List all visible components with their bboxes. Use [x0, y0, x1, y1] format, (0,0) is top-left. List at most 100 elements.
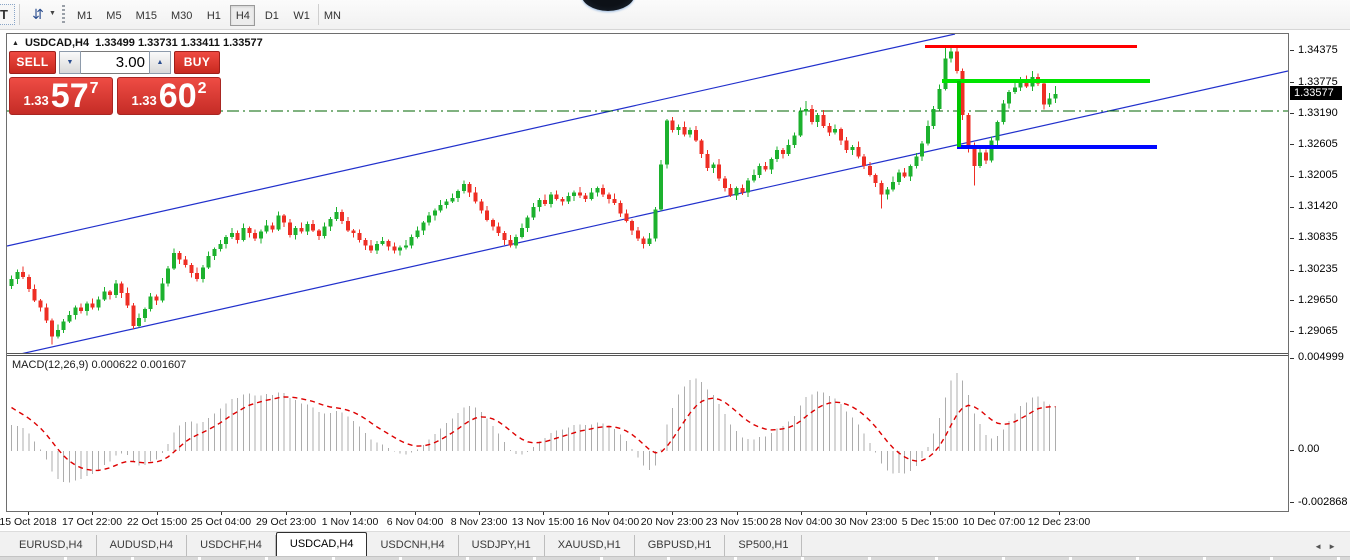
buy-price-pip: 2 [197, 80, 207, 97]
macd-indicator-canvas[interactable] [7, 356, 1288, 511]
symbol-tab-usdchf-h4[interactable]: USDCHF,H4 [187, 535, 276, 556]
window-bottom-strip [0, 556, 1350, 560]
timeframe-button-m15[interactable]: M15 [135, 9, 157, 22]
symbol-tab-eurusd-h4[interactable]: EURUSD,H4 [6, 535, 97, 556]
price-tick-label: 1.33190 [1298, 106, 1338, 119]
timeframe-button-m30[interactable]: M30 [170, 9, 193, 22]
axis-tick-mark [1290, 300, 1294, 301]
time-tick-label: 23 Nov 15:00 [705, 516, 769, 528]
webcam-overlay-circle [581, 0, 635, 11]
time-tick-label: 10 Dec 07:00 [962, 516, 1026, 528]
buy-button[interactable]: BUY [174, 51, 220, 74]
timeframe-button-mn[interactable]: MN [323, 9, 341, 22]
axis-tick-mark [1290, 358, 1294, 359]
symbol-tab-sp500-h1[interactable]: SP500,H1 [725, 535, 803, 556]
time-tick-mark [350, 512, 351, 515]
tab-scroll-arrows[interactable]: ◄► [1314, 542, 1342, 551]
axis-tick-mark [1290, 50, 1294, 51]
timeframe-button-h1[interactable]: H1 [206, 9, 221, 22]
timeframe-button-d1[interactable]: D1 [264, 9, 279, 22]
time-tick-label: 15 Oct 2018 [0, 516, 57, 528]
toolbar-drag-grip[interactable] [62, 5, 65, 24]
time-tick-mark [92, 512, 93, 515]
axis-tick-mark [1290, 113, 1294, 114]
chart-symbol-period: USDCAD,H4 [24, 37, 90, 49]
time-tick-mark [543, 512, 544, 515]
timeframe-button-m5[interactable]: M5 [106, 9, 122, 22]
chart-title: ▲ USDCAD,H4 1.33499 1.33731 1.33411 1.33… [12, 37, 263, 49]
time-tick-mark [672, 512, 673, 515]
axis-tick-mark [1290, 144, 1294, 145]
time-tick-label: 29 Oct 23:00 [255, 516, 317, 528]
sell-price-pip: 7 [89, 80, 99, 97]
time-tick-mark [286, 512, 287, 515]
symbol-tab-bar: EURUSD,H4 AUDUSD,H4 USDCHF,H4 USDCAD,H4 USDC… [0, 531, 1350, 556]
macd-indicator-label: MACD(12,26,9) 0.000622 0.001607 [12, 359, 186, 371]
time-tick-label: 17 Oct 22:00 [61, 516, 123, 528]
one-click-trade-panel: SELL ▼ 3.00 ▲ BUY 1.33 57 7 1.33 60 2 [9, 51, 225, 115]
buy-price-box[interactable]: 1.33 60 2 [117, 77, 221, 115]
symbol-tab-gbpusd-h1[interactable]: GBPUSD,H1 [635, 535, 726, 556]
axis-tick-mark [1290, 238, 1294, 239]
price-tick-label: 1.32005 [1298, 169, 1338, 182]
timeframe-button-w1[interactable]: W1 [293, 9, 310, 22]
timeframe-button-h4[interactable]: H4 [230, 4, 256, 26]
time-tick-mark [737, 512, 738, 515]
symbol-tab-xauusd-h1[interactable]: XAUUSD,H1 [545, 535, 635, 556]
time-tick-label: 6 Nov 04:00 [386, 516, 444, 528]
chart-area[interactable]: ▲ USDCAD,H4 1.33499 1.33731 1.33411 1.33… [6, 33, 1289, 512]
cursor-arrows-tool-icon[interactable]: ⇵ [32, 6, 44, 22]
time-tick-label: 30 Nov 23:00 [834, 516, 898, 528]
macd-histogram [11, 372, 1056, 483]
axis-tick-mark [1290, 82, 1294, 83]
text-label-tool-icon[interactable]: T [0, 4, 15, 25]
toolbar: T ⇵ ▼ M1 M5 M15 M30 H1 H4 D1 W1 MN [0, 0, 1350, 30]
axis-tick-mark [1290, 207, 1294, 208]
price-tick-label: 1.31420 [1298, 200, 1338, 213]
volume-input[interactable]: 3.00 [81, 51, 149, 74]
symbol-tab-usdjpy-h1[interactable]: USDJPY,H1 [459, 535, 545, 556]
price-axis[interactable]: 1.34375 1.33775 1.33190 1.32605 1.32005 1.314… [1290, 33, 1350, 512]
price-tick-label: 1.30835 [1298, 231, 1338, 244]
price-tick-label: 1.32605 [1298, 137, 1338, 150]
macd-tick-label: -0.002868 [1298, 495, 1348, 508]
macd-tick-label: 0.00 [1298, 443, 1320, 455]
time-tick-label: 12 Dec 23:00 [1027, 516, 1091, 528]
time-tick-mark [28, 512, 29, 515]
symbol-tab-usdcnh-h4[interactable]: USDCNH,H4 [367, 535, 459, 556]
price-tick-label: 1.29650 [1298, 293, 1338, 306]
pane-divider[interactable] [7, 353, 1288, 356]
sell-price-big: 57 [50, 77, 89, 116]
timeframe-button-m1[interactable]: M1 [77, 9, 93, 22]
time-tick-mark [415, 512, 416, 515]
sell-price-box[interactable]: 1.33 57 7 [9, 77, 113, 115]
symbol-tab-usdcad-h4[interactable]: USDCAD,H4 [275, 532, 368, 556]
price-tick-label: 1.30235 [1298, 263, 1338, 276]
time-tick-mark [479, 512, 480, 515]
macd-name: MACD(12,26,9) [12, 359, 89, 371]
trendline-upper[interactable] [7, 34, 956, 247]
volume-decrease-button[interactable]: ▼ [59, 51, 81, 74]
price-tick-label: 1.29065 [1298, 324, 1338, 337]
time-tick-label: 1 Nov 14:00 [321, 516, 379, 528]
trendline-lower[interactable] [7, 70, 1288, 353]
buy-price-prefix: 1.33 [131, 93, 157, 108]
collapse-panel-icon[interactable]: ▲ [12, 39, 19, 47]
time-tick-mark [994, 512, 995, 515]
time-tick-mark [801, 512, 802, 515]
time-axis[interactable]: 15 Oct 2018 17 Oct 22:00 22 Oct 15:00 25 Oc… [0, 512, 1326, 531]
price-tick-label: 1.33775 [1298, 75, 1338, 88]
axis-tick-mark [1290, 450, 1294, 451]
time-tick-label: 16 Nov 04:00 [576, 516, 640, 528]
sell-button[interactable]: SELL [9, 51, 56, 74]
volume-increase-button[interactable]: ▲ [149, 51, 171, 74]
time-tick-label: 28 Nov 04:00 [769, 516, 833, 528]
symbol-tab-audusd-h4[interactable]: AUDUSD,H4 [97, 535, 188, 556]
time-tick-label: 5 Dec 15:00 [901, 516, 959, 528]
sell-price-prefix: 1.33 [23, 93, 49, 108]
axis-tick-mark [1290, 502, 1294, 503]
axis-tick-mark [1290, 331, 1294, 332]
chevron-down-icon[interactable]: ▼ [49, 10, 56, 17]
price-chart-canvas[interactable] [7, 34, 1288, 353]
